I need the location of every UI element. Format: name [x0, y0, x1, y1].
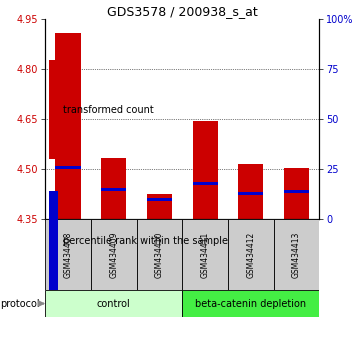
Bar [147, 194, 172, 219]
Text: GSM434411: GSM434411 [201, 232, 210, 278]
Text: GSM434412: GSM434412 [247, 232, 255, 278]
Bar [193, 182, 218, 185]
Bar [91, 219, 136, 290]
Bar [45, 290, 182, 317]
Bar [274, 219, 319, 290]
Bar [147, 198, 172, 201]
Bar [101, 188, 126, 191]
Bar [136, 219, 182, 290]
Bar [101, 158, 126, 219]
Bar [45, 219, 91, 290]
Text: GSM434413: GSM434413 [292, 232, 301, 278]
Bar [284, 190, 309, 193]
Text: control: control [97, 298, 131, 309]
Bar [56, 33, 81, 219]
Text: GSM434409: GSM434409 [109, 232, 118, 278]
Text: beta-catenin depletion: beta-catenin depletion [195, 298, 306, 309]
Bar [228, 219, 274, 290]
Bar [182, 290, 319, 317]
Bar [182, 219, 228, 290]
Bar [238, 165, 264, 219]
Bar [284, 168, 309, 219]
Bar [238, 192, 264, 195]
Text: transformed count: transformed count [63, 105, 154, 115]
Bar [56, 166, 81, 169]
Text: GSM434410: GSM434410 [155, 232, 164, 278]
Text: protocol: protocol [0, 298, 40, 309]
Bar [193, 121, 218, 219]
Title: GDS3578 / 200938_s_at: GDS3578 / 200938_s_at [107, 5, 258, 18]
Text: GSM434408: GSM434408 [64, 232, 73, 278]
Text: percentile rank within the sample: percentile rank within the sample [63, 236, 228, 246]
